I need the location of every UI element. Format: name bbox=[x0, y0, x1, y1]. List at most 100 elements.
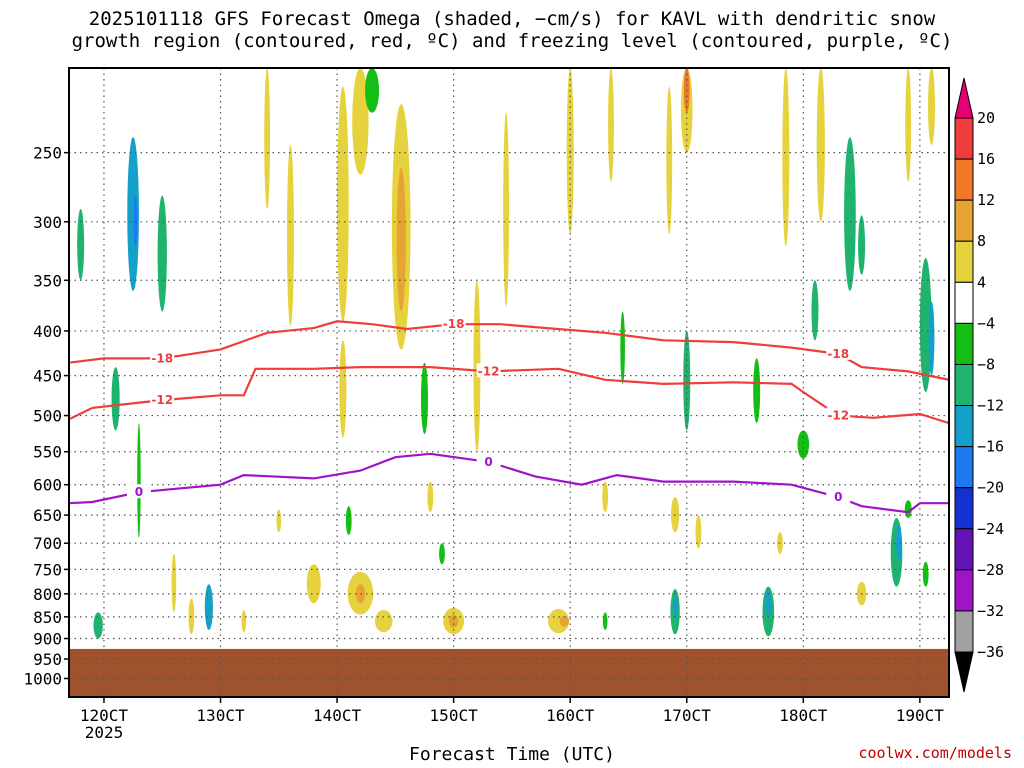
omega-cell bbox=[672, 596, 678, 620]
omega-cell bbox=[905, 68, 912, 182]
colorbar-segment bbox=[954, 281, 974, 324]
x-axis-label: Forecast Time (UTC) bbox=[409, 744, 615, 765]
y-tick-label: 650 bbox=[33, 506, 62, 525]
y-tick-label: 900 bbox=[33, 630, 62, 649]
colorbar-segment bbox=[954, 446, 974, 489]
x-tick-label: 170CT bbox=[663, 706, 712, 725]
temperature-contours: -18 -18 -18 -12 -12 -12 0 0 0 bbox=[69, 316, 949, 514]
colorbar: 20 16 12 8 4 −4 −8 −12 −16 −20 −24 −28 −32 −36 bbox=[954, 77, 1004, 693]
y-tick-label: 850 bbox=[33, 608, 62, 627]
omega-cell bbox=[396, 167, 406, 312]
omega-cell bbox=[439, 543, 445, 565]
pressure-axis: 250 300 350 400 450 500 550 600 650 700 750 800 850 9… bbox=[23, 144, 69, 688]
omega-cell bbox=[695, 515, 702, 549]
x-tick-label: 140CT bbox=[313, 706, 362, 725]
omega-cell bbox=[753, 358, 761, 424]
contour-label-bg bbox=[826, 407, 851, 422]
y-tick-label: 800 bbox=[33, 585, 62, 604]
contour-label-bg bbox=[476, 453, 501, 468]
contour-label: 0 bbox=[484, 455, 492, 469]
x-tick-label: 190CT bbox=[896, 706, 945, 725]
contour-label: -18 bbox=[827, 347, 849, 361]
plot-frame bbox=[68, 67, 950, 698]
colorbar-segment bbox=[954, 569, 974, 612]
y-tick-label: 750 bbox=[33, 560, 62, 579]
contour-line bbox=[69, 452, 949, 514]
omega-cell bbox=[339, 340, 347, 438]
colorbar-segment bbox=[954, 528, 974, 571]
y-tick-label: 300 bbox=[33, 213, 62, 232]
colorbar-tick-label: −12 bbox=[977, 397, 1004, 415]
omega-cell bbox=[928, 301, 935, 376]
y-tick-label: 700 bbox=[33, 534, 62, 553]
omega-cell bbox=[904, 500, 912, 518]
contour-label: -12 bbox=[478, 364, 500, 378]
omega-cell bbox=[765, 589, 772, 617]
contour-label-bg bbox=[826, 345, 851, 360]
omega-cell bbox=[427, 481, 434, 513]
contour-label-bg bbox=[150, 350, 175, 365]
y-tick-label: 450 bbox=[33, 367, 62, 386]
omega-cell bbox=[620, 311, 625, 384]
omega-cell bbox=[421, 362, 428, 435]
contour-label-bg bbox=[476, 363, 501, 378]
omega-cell bbox=[919, 257, 932, 393]
omega-cell bbox=[844, 137, 856, 291]
colorbar-bottom-arrow bbox=[954, 651, 974, 693]
colorbar-tick-label: 16 bbox=[977, 150, 995, 168]
contour-label: 0 bbox=[834, 490, 842, 504]
omega-cell bbox=[133, 195, 138, 247]
chart-title: 2025101118 GFS Forecast Omega (shaded, −… bbox=[71, 8, 953, 52]
y-tick-label: 350 bbox=[33, 271, 62, 290]
colorbar-top-arrow bbox=[954, 77, 974, 119]
y-tick-label: 500 bbox=[33, 407, 62, 426]
omega-cell bbox=[816, 68, 825, 222]
ground-fill bbox=[69, 648, 949, 697]
x-tick-label: 180CT bbox=[779, 706, 828, 725]
x-year-label: 2025 bbox=[85, 723, 124, 742]
contour-label: -12 bbox=[151, 393, 173, 407]
colorbar-segment bbox=[954, 117, 974, 160]
omega-cell bbox=[352, 68, 369, 175]
y-tick-label: 950 bbox=[33, 650, 62, 669]
omega-cell bbox=[448, 614, 459, 628]
colorbar-tick-label: 12 bbox=[977, 191, 995, 209]
time-axis: 120CT 130CT 140CT 150CT 160CT 170CT 180CT 190CT… bbox=[80, 697, 944, 742]
omega-cell bbox=[77, 208, 85, 281]
plot-grid bbox=[69, 68, 949, 697]
omega-cell bbox=[602, 612, 608, 631]
omega-cell bbox=[276, 509, 282, 533]
x-tick-label: 130CT bbox=[196, 706, 245, 725]
omega-cell bbox=[337, 86, 349, 322]
credit-link[interactable]: coolwx.com/models bbox=[858, 744, 1012, 762]
colorbar-tick-label: −20 bbox=[977, 479, 1004, 497]
y-tick-label: 600 bbox=[33, 476, 62, 495]
contour-label-bg bbox=[441, 316, 466, 331]
omega-cell bbox=[811, 280, 819, 341]
omega-cell bbox=[782, 68, 790, 247]
ground-below-surface bbox=[69, 648, 949, 697]
contour-label-bg bbox=[126, 484, 151, 499]
omega-cell bbox=[306, 564, 321, 604]
contour-label: 0 bbox=[135, 485, 143, 499]
contour-label: -18 bbox=[151, 351, 173, 365]
omega-cell bbox=[559, 615, 570, 627]
omega-cell bbox=[286, 144, 294, 327]
omega-cell bbox=[683, 330, 691, 431]
colorbar-segment bbox=[954, 158, 974, 201]
omega-cell bbox=[204, 584, 213, 631]
omega-cell bbox=[374, 610, 393, 633]
omega-cell bbox=[895, 523, 902, 562]
colorbar-segment bbox=[954, 322, 974, 365]
colorbar-tick-label: −16 bbox=[977, 438, 1004, 456]
colorbar-segment bbox=[954, 610, 974, 653]
colorbar-segment bbox=[954, 487, 974, 530]
omega-cell bbox=[264, 68, 271, 209]
omega-cell bbox=[93, 612, 103, 639]
omega-cell bbox=[928, 68, 936, 145]
omega-cell bbox=[922, 561, 929, 587]
colorbar-tick-label: 20 bbox=[977, 109, 995, 127]
omega-cell bbox=[157, 195, 167, 312]
colorbar-tick-label: −4 bbox=[977, 314, 995, 332]
